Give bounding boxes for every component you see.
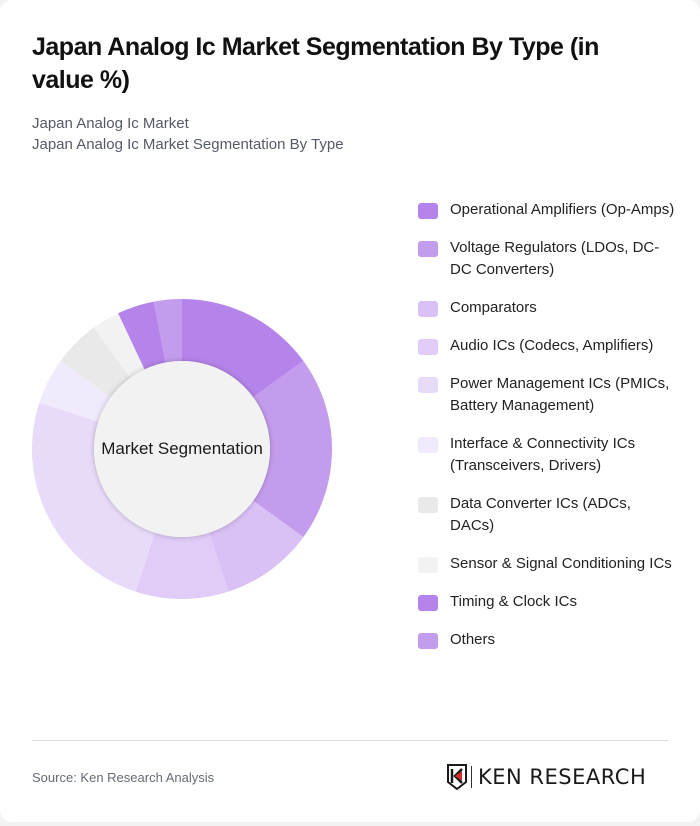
chart-title: Japan Analog Ic Market Segmentation By T…	[32, 33, 599, 94]
donut-chart: Market Segmentation	[32, 299, 332, 599]
legend-swatch	[418, 339, 438, 355]
ken-research-shield-icon	[447, 764, 467, 790]
donut-hole	[94, 361, 270, 537]
legend-swatch	[418, 595, 438, 611]
donut-segment	[182, 299, 304, 398]
legend-label: Power Management ICs (PMICs, Battery Man…	[450, 375, 670, 414]
center-label: Market Segmentation	[101, 439, 263, 458]
donut-segment	[253, 360, 332, 538]
legend-item: Interface & Connectivity ICs (Transceive…	[418, 433, 678, 477]
donut-segment	[118, 301, 166, 370]
legend-label: Operational Amplifiers (Op-Amps)	[450, 201, 675, 218]
legend-item: Others	[418, 629, 678, 651]
legend-item: Operational Amplifiers (Op-Amps)	[418, 199, 678, 221]
legend-item: Data Converter ICs (ADCs, DACs)	[418, 493, 678, 537]
logo-divider	[471, 766, 472, 788]
donut-segment	[39, 360, 111, 422]
donut-segment	[32, 402, 155, 592]
legend-item: Voltage Regulators (LDOs, DC-DC Converte…	[418, 237, 678, 281]
source-text: Source: Ken Research Analysis	[32, 770, 215, 785]
legend-label: Audio ICs (Codecs, Amplifiers)	[450, 337, 654, 354]
legend-swatch	[418, 633, 438, 649]
subtitle-segmentation: Japan Analog Ic Market Segmentation By T…	[32, 136, 344, 153]
legend-swatch	[418, 241, 438, 257]
donut-segment	[135, 532, 229, 599]
legend-swatch	[418, 497, 438, 513]
donut-segment	[60, 327, 131, 398]
donut-segment	[93, 313, 145, 378]
legend-item: Timing & Clock ICs	[418, 591, 678, 613]
footer-divider	[32, 740, 668, 741]
legend-item: Power Management ICs (PMICs, Battery Man…	[418, 373, 678, 417]
legend-label: Voltage Regulators (LDOs, DC-DC Converte…	[450, 239, 660, 278]
legend-item: Audio ICs (Codecs, Amplifiers)	[418, 335, 678, 357]
legend-label: Data Converter ICs (ADCs, DACs)	[450, 495, 631, 534]
legend-swatch	[418, 301, 438, 317]
subtitle-market: Japan Analog Ic Market	[32, 115, 189, 132]
donut-svg	[32, 299, 332, 599]
legend-label: Interface & Connectivity ICs (Transceive…	[450, 435, 636, 474]
legend-label: Timing & Clock ICs	[450, 593, 577, 610]
legend-label: Others	[450, 631, 496, 648]
legend-label: Comparators	[450, 299, 537, 316]
legend: Operational Amplifiers (Op-Amps) Voltage…	[418, 199, 678, 667]
legend-swatch	[418, 557, 438, 573]
donut-segment	[209, 500, 304, 592]
legend-label: Sensor & Signal Conditioning ICs	[450, 555, 672, 572]
legend-item: Comparators	[418, 297, 678, 319]
legend-swatch	[418, 203, 438, 219]
donut-segment	[153, 299, 182, 363]
legend-swatch	[418, 437, 438, 453]
legend-item: Sensor & Signal Conditioning ICs	[418, 553, 678, 575]
logo-text: KEN RESEARCH	[478, 765, 647, 789]
chart-subtitle: Japan Analog Ic Market Japan Analog Ic M…	[32, 113, 344, 155]
ken-research-logo: KEN RESEARCH	[447, 764, 646, 790]
legend-swatch	[418, 377, 438, 393]
